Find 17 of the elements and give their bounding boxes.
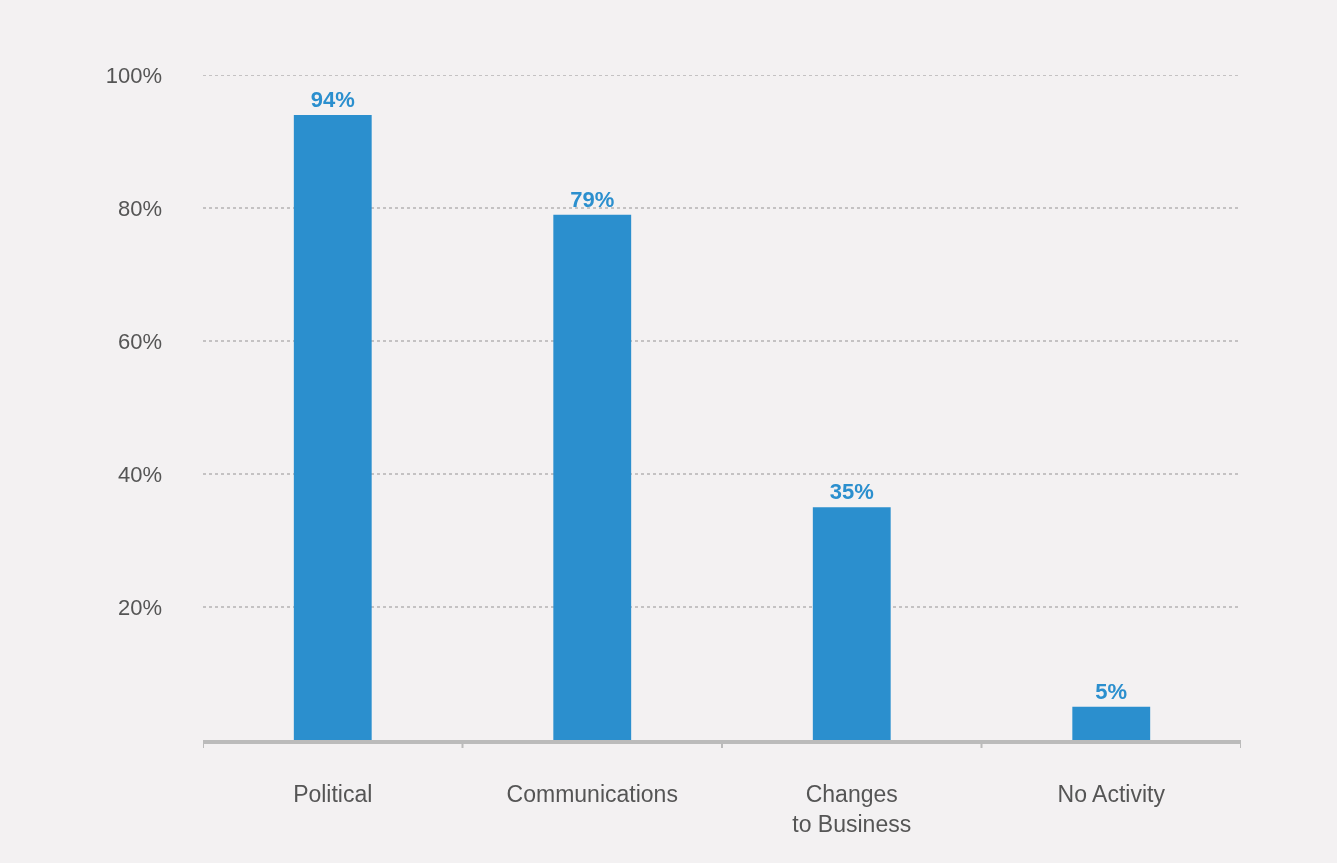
y-tick-label: 80%	[117, 195, 162, 221]
y-tick-label: 40%	[117, 461, 162, 487]
data-label: 35%	[829, 479, 874, 505]
x-tick-label: Political	[293, 780, 373, 807]
x-tick-label: Changes to Business	[792, 780, 912, 837]
x-tick-label: No Activity	[1057, 780, 1166, 807]
y-tick-label: 20%	[117, 594, 162, 620]
data-label: 79%	[570, 186, 615, 212]
bar	[1072, 706, 1151, 740]
data-label: 5%	[1095, 678, 1128, 704]
y-tick-label: 100%	[105, 62, 162, 88]
bar	[812, 507, 891, 740]
bar	[293, 114, 372, 740]
y-tick-label: 60%	[117, 328, 162, 354]
data-label: 94%	[310, 86, 355, 112]
x-tick-label: Communications	[506, 780, 678, 807]
bar	[553, 214, 632, 740]
